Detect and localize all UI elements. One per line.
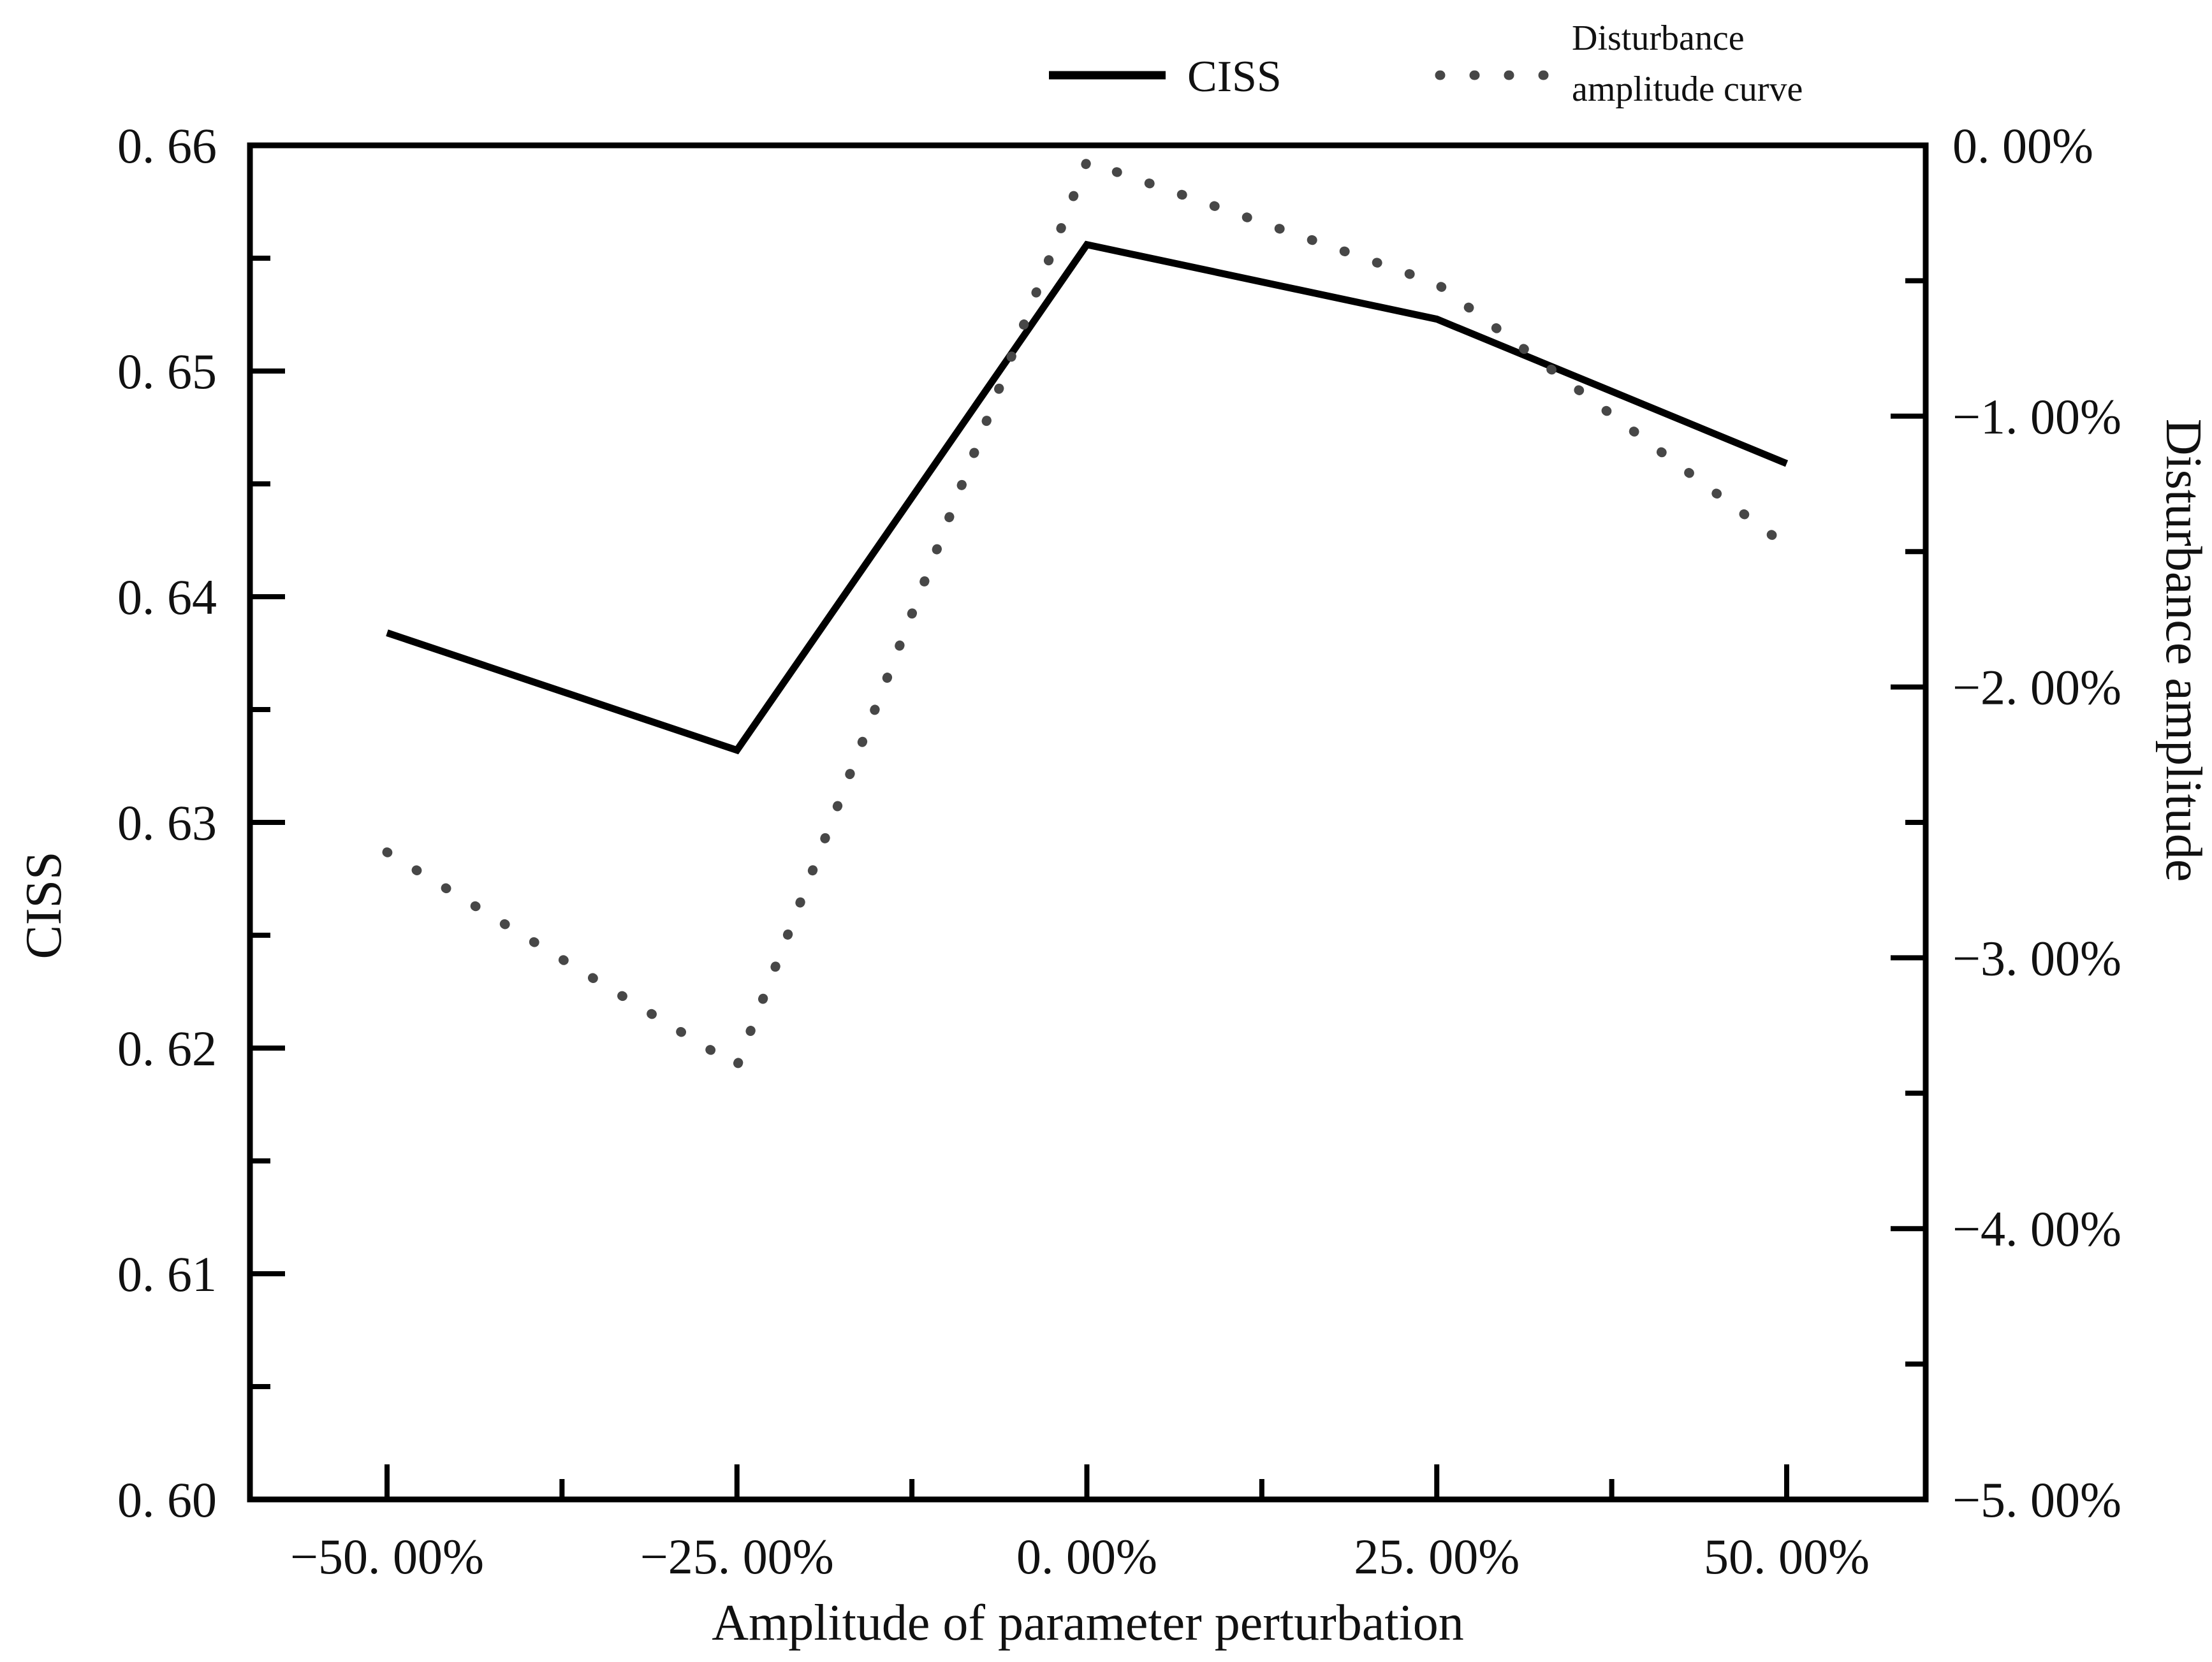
y-left-tick-label: 0. 60: [117, 1472, 217, 1527]
y-right-tick-label: −5. 00%: [1952, 1472, 2121, 1527]
y-left-tick-label: 0. 64: [117, 569, 217, 625]
x-axis-title: Amplitude of parameter perturbation: [712, 1595, 1464, 1651]
legend: CISS Disturbance amplitude curve: [1049, 18, 1803, 109]
legend-label-ciss: CISS: [1187, 52, 1282, 101]
x-tick-label: −50. 00%: [290, 1529, 484, 1584]
x-tick-label: 50. 00%: [1704, 1529, 1870, 1584]
y-right-tick-label: −3. 00%: [1952, 930, 2121, 986]
series-ciss-line: [386, 240, 1789, 755]
y-right-axis-title: Disturbance amplitude: [2155, 419, 2211, 882]
plot-dynamic-content: 0. 60 0. 61 0. 62 0. 63 0. 64 0. 65 0. 66 0. 00…: [117, 118, 2121, 1584]
y-right-tick-label: −2. 00%: [1952, 660, 2121, 715]
y-right-tick-label: −4. 00%: [1952, 1201, 2121, 1257]
plot-border: [247, 142, 1929, 1503]
x-tick-label: 0. 00%: [1016, 1529, 1157, 1584]
y-left-tick-label: 0. 62: [117, 1021, 217, 1076]
y-left-tick-label: 0. 65: [117, 344, 217, 399]
y-left-axis-title: CISS: [16, 852, 72, 959]
series-disturbance-dotted-line: [382, 156, 1792, 1074]
x-tick-label: 25. 00%: [1354, 1529, 1520, 1584]
y-left-tick-label: 0. 63: [117, 795, 217, 850]
y-right-tick-label: −1. 00%: [1952, 389, 2121, 444]
y-right-tick-label: 0. 00%: [1952, 118, 2093, 173]
y-left-tick-label: 0. 66: [117, 118, 217, 173]
x-tick-label: −25. 00%: [640, 1529, 834, 1584]
legend-label-disturbance-line2: amplitude curve: [1572, 69, 1803, 109]
y-left-tick-label: 0. 61: [117, 1246, 217, 1302]
legend-label-disturbance-line1: Disturbance: [1572, 18, 1745, 58]
